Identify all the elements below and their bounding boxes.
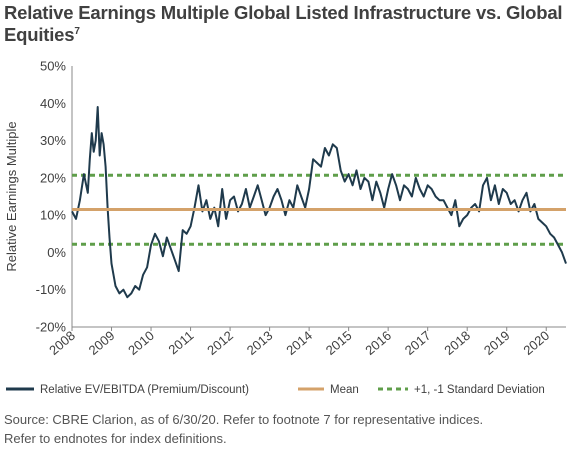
x-tick-label: 2011 xyxy=(165,328,196,357)
y-axis-label: Relative Earnings Multiple xyxy=(4,121,19,271)
x-tick-label: 2012 xyxy=(204,328,236,358)
chart-title: Relative Earnings Multiple Global Listed… xyxy=(4,2,563,45)
x-tick-label: 2014 xyxy=(283,328,315,358)
x-tick-label: 2020 xyxy=(520,328,552,358)
y-tick-label: 0% xyxy=(47,245,66,260)
x-tick-label: 2017 xyxy=(402,328,434,358)
x-tick-label: 2015 xyxy=(323,328,355,358)
y-tick-label: 40% xyxy=(40,96,66,111)
y-tick-label: 50% xyxy=(40,59,66,74)
source-note: Source: CBRE Clarion, as of 6/30/20. Ref… xyxy=(4,410,584,448)
x-tick-labels: 2008 2009 2010 2011 2012 2013 2014 2015 2016 2017… xyxy=(46,328,552,358)
y-tick-label: -20% xyxy=(36,320,67,335)
x-tick-label: 2010 xyxy=(125,328,157,358)
x-tick-label: 2009 xyxy=(86,328,118,358)
y-axis-label-group: Relative Earnings Multiple xyxy=(4,121,19,271)
source-line-2: Refer to endnotes for index definitions. xyxy=(4,431,227,446)
legend-mean-label: Mean xyxy=(330,384,359,396)
y-tick-label: 10% xyxy=(40,208,66,223)
legend-std-dev-label: +1, -1 Standard Deviation xyxy=(414,384,545,396)
y-tick-label: 30% xyxy=(40,133,66,148)
series-lines xyxy=(71,106,567,299)
y-tick-labels: -20% -10% 0% 10% 20% 30% 40% 50% xyxy=(36,59,67,335)
legend-ev-ebitda-label: Relative EV/EBITDA (Premium/Discount) xyxy=(40,384,249,396)
legend: Relative EV/EBITDA (Premium/Discount) Mea… xyxy=(6,384,545,396)
x-tick-label: 2013 xyxy=(244,328,276,358)
x-tick-label: 2016 xyxy=(362,328,394,358)
ev-ebitda-line xyxy=(71,106,567,299)
y-tick-label: -10% xyxy=(36,282,67,297)
x-tick-label: 2018 xyxy=(441,328,473,358)
source-line-1: Source: CBRE Clarion, as of 6/30/20. Ref… xyxy=(4,412,484,427)
y-tick-label: 20% xyxy=(40,170,66,185)
axes xyxy=(71,66,566,331)
title-footnote-marker: 7 xyxy=(74,25,80,37)
x-tick-label: 2019 xyxy=(481,328,513,358)
